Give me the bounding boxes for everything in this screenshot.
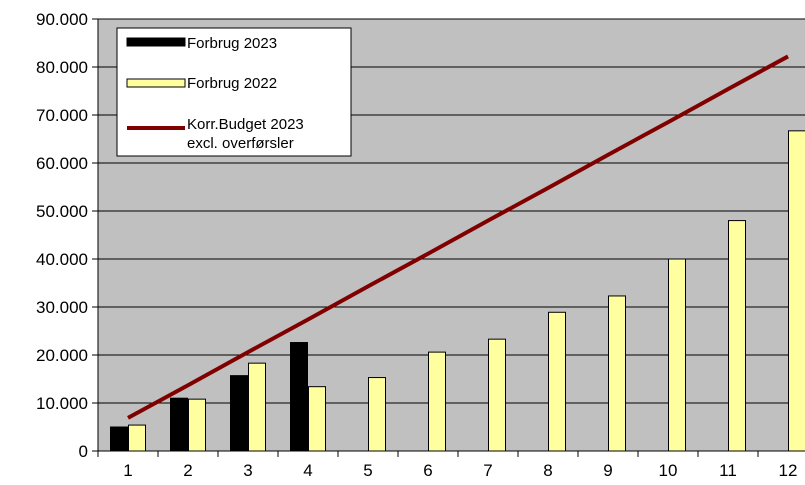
y-tick-label: 30.000 (36, 298, 88, 317)
legend-label-budget-line2: excl. overførsler (187, 135, 294, 152)
y-tick-label: 10.000 (36, 394, 88, 413)
bar-forbrug-2023 (170, 397, 188, 452)
y-tick-label: 20.000 (36, 346, 88, 365)
bar-forbrug-2022 (488, 338, 506, 452)
bar-forbrug-2022 (188, 398, 206, 452)
x-tick-label: 8 (543, 461, 552, 480)
bar-forbrug-2022 (788, 130, 805, 452)
bar-forbrug-2022 (728, 220, 746, 452)
bar-forbrug-2022 (428, 351, 446, 452)
x-tick-label: 1 (123, 461, 132, 480)
bar-forbrug-2022 (548, 311, 566, 452)
bars (110, 130, 805, 452)
x-tick-label: 12 (779, 461, 798, 480)
x-tick-label: 3 (243, 461, 252, 480)
x-tick-label: 7 (483, 461, 492, 480)
y-tick-label: 50.000 (36, 202, 88, 221)
budget-line (127, 54, 789, 420)
y-tick-label: 70.000 (36, 106, 88, 125)
budget-line-layer (127, 54, 789, 420)
legend: Forbrug 2023 Forbrug 2022 Korr.Budget 2023… (116, 27, 352, 157)
y-tick-label: 0 (79, 442, 88, 461)
legend-swatch-forbrug-2023 (126, 37, 186, 47)
legend-label-forbrug-2023: Forbrug 2023 (187, 35, 277, 52)
x-tick-label: 10 (659, 461, 678, 480)
legend-swatch-forbrug-2022 (126, 78, 186, 88)
x-tick-label: 2 (183, 461, 192, 480)
legend-label-forbrug-2022: Forbrug 2022 (187, 75, 277, 92)
y-tick-label: 40.000 (36, 250, 88, 269)
y-tick-label: 90.000 (36, 10, 88, 29)
x-tick-label: 4 (303, 461, 312, 480)
bar-forbrug-2022 (668, 258, 686, 452)
legend-box (116, 27, 352, 157)
x-tick-label: 9 (603, 461, 612, 480)
bar-forbrug-2022 (248, 362, 266, 452)
bar-forbrug-2022 (308, 386, 326, 452)
bar-forbrug-2022 (608, 295, 626, 452)
bar-forbrug-2023 (230, 375, 248, 452)
axes: 0 10.000 20.000 30.000 40.000 50.000 60.000 70.… (36, 10, 805, 480)
x-tick-label: 11 (719, 461, 737, 480)
bar-forbrug-2023 (290, 342, 308, 452)
legend-label-budget-line1: Korr.Budget 2023 (187, 116, 304, 133)
bar-forbrug-2022 (128, 424, 146, 452)
bar-forbrug-2022 (368, 377, 386, 452)
x-tick-label: 5 (363, 461, 372, 480)
y-tick-label: 80.000 (36, 58, 88, 77)
y-tick-label: 60.000 (36, 154, 88, 173)
bar-forbrug-2023 (110, 426, 128, 452)
x-tick-label: 6 (423, 461, 432, 480)
